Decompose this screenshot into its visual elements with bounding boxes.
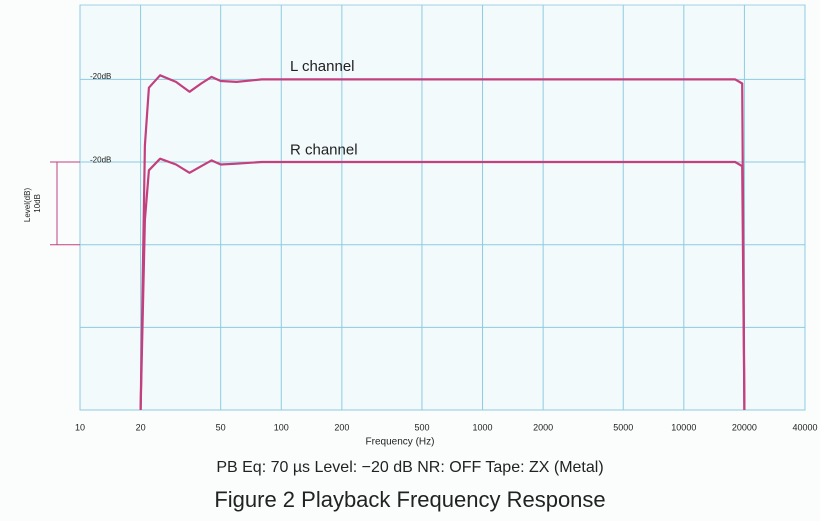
x-tick-label: 200 (334, 422, 349, 432)
x-tick-label: 500 (414, 422, 429, 432)
y-axis-label: Level(dB) (23, 188, 32, 223)
x-tick-label: 10 (75, 422, 85, 432)
x-tick-label: 40000 (792, 422, 817, 432)
bracket-label: 10dB (33, 194, 42, 213)
x-tick-label: 20000 (732, 422, 757, 432)
x-tick-label: 10000 (671, 422, 696, 432)
x-tick-label: 1000 (473, 422, 493, 432)
x-tick-label: 50 (216, 422, 226, 432)
x-tick-label: 2000 (533, 422, 553, 432)
series-line (139, 157, 746, 411)
caption: PB Eq: 70 µs Level: −20 dB NR: OFF Tape:… (216, 459, 603, 476)
series-label: R channel (290, 141, 358, 158)
x-tick-label: 100 (274, 422, 289, 432)
x-axis-label: Frequency (Hz) (366, 437, 435, 448)
level-label: -20dB (90, 72, 111, 81)
level-label: -20dB (90, 156, 111, 165)
series-line (139, 74, 746, 411)
chart-title: Figure 2 Playback Frequency Response (214, 487, 605, 512)
x-tick-label: 5000 (613, 422, 633, 432)
x-tick-label: 20 (136, 422, 146, 432)
series-label: L channel (290, 58, 355, 75)
plot-area (79, 4, 806, 411)
